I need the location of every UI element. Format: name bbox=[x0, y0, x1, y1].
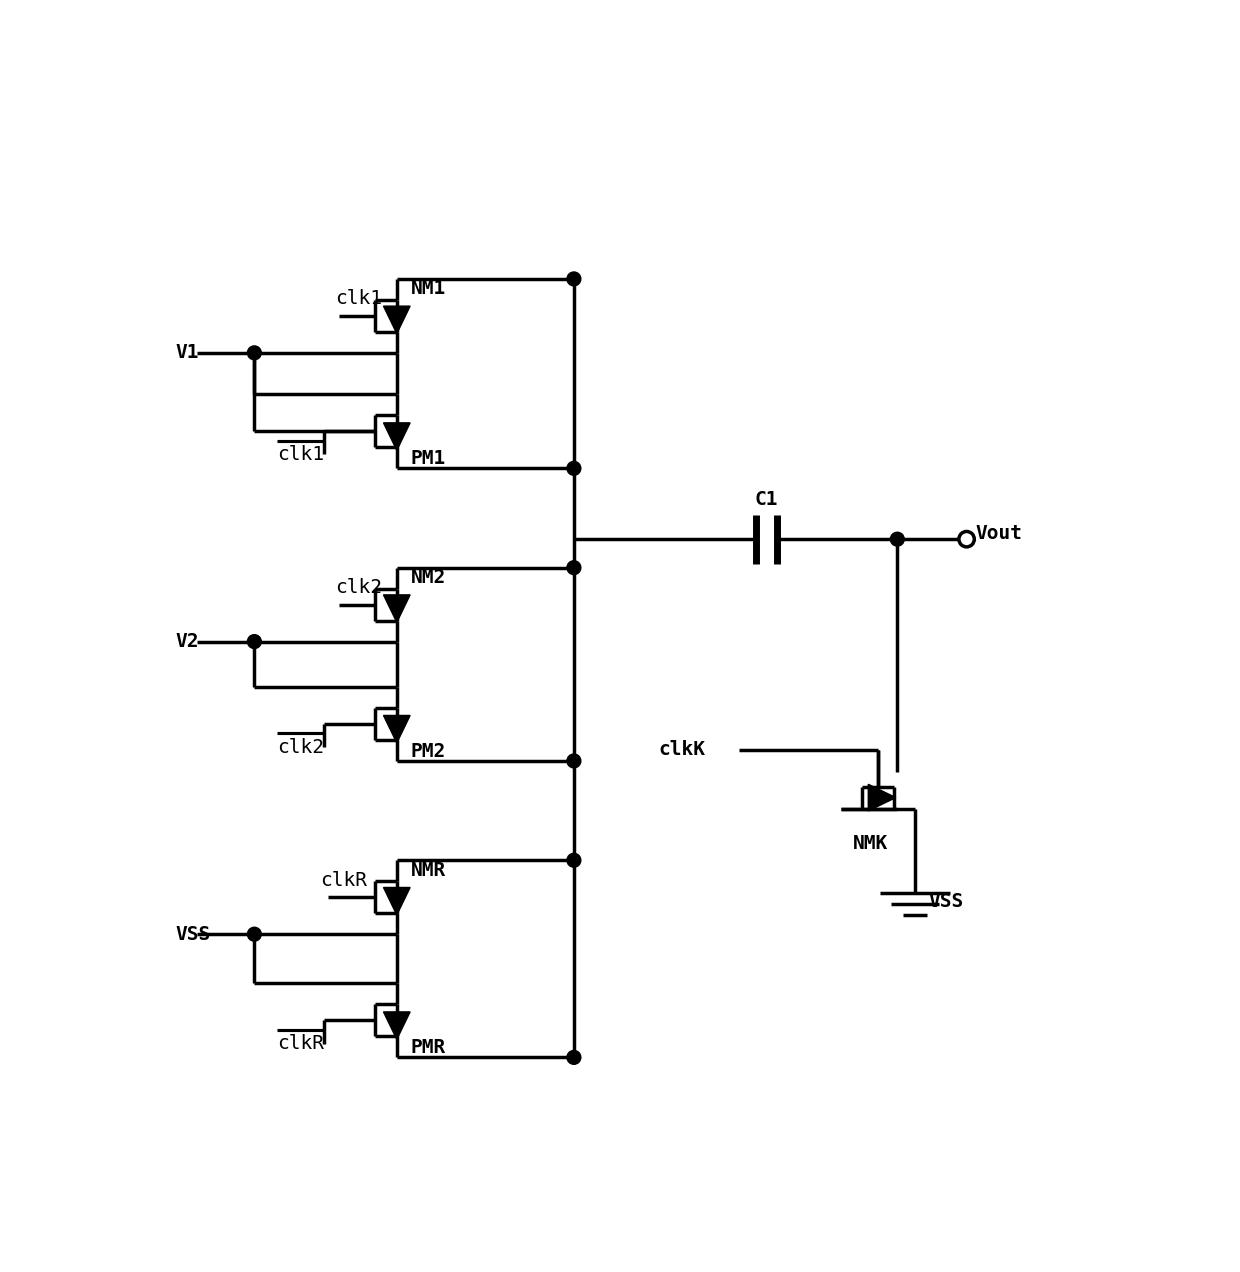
Circle shape bbox=[567, 561, 580, 575]
Circle shape bbox=[248, 635, 262, 649]
Text: VSS: VSS bbox=[929, 892, 965, 911]
Text: PM1: PM1 bbox=[410, 449, 446, 468]
Circle shape bbox=[567, 462, 580, 476]
Text: clkK: clkK bbox=[658, 740, 706, 759]
Text: NM1: NM1 bbox=[410, 280, 446, 298]
Text: clk1: clk1 bbox=[278, 445, 325, 464]
Text: VSS: VSS bbox=[175, 925, 211, 944]
Text: PM2: PM2 bbox=[410, 742, 446, 761]
Text: V2: V2 bbox=[175, 632, 198, 651]
Text: NMR: NMR bbox=[410, 861, 446, 880]
Circle shape bbox=[567, 1051, 580, 1065]
Text: Vout: Vout bbox=[976, 524, 1023, 543]
Circle shape bbox=[890, 532, 904, 546]
Text: clkR: clkR bbox=[278, 1034, 325, 1053]
Polygon shape bbox=[383, 307, 410, 333]
Text: clk2: clk2 bbox=[335, 579, 382, 597]
Polygon shape bbox=[383, 422, 410, 450]
Polygon shape bbox=[383, 1013, 410, 1039]
Circle shape bbox=[567, 272, 580, 286]
Circle shape bbox=[567, 754, 580, 768]
Text: clk2: clk2 bbox=[278, 738, 325, 757]
Polygon shape bbox=[383, 888, 410, 915]
Circle shape bbox=[248, 927, 262, 941]
Text: C1: C1 bbox=[755, 490, 779, 509]
Text: V1: V1 bbox=[175, 343, 198, 363]
Circle shape bbox=[248, 346, 262, 360]
Text: clk1: clk1 bbox=[335, 290, 382, 308]
Circle shape bbox=[959, 532, 975, 547]
Text: PMR: PMR bbox=[410, 1038, 446, 1057]
Text: NMK: NMK bbox=[853, 834, 888, 852]
Polygon shape bbox=[868, 785, 895, 810]
Text: clkR: clkR bbox=[320, 871, 367, 890]
Circle shape bbox=[567, 854, 580, 868]
Text: NM2: NM2 bbox=[410, 569, 446, 586]
Polygon shape bbox=[383, 715, 410, 743]
Polygon shape bbox=[383, 595, 410, 622]
